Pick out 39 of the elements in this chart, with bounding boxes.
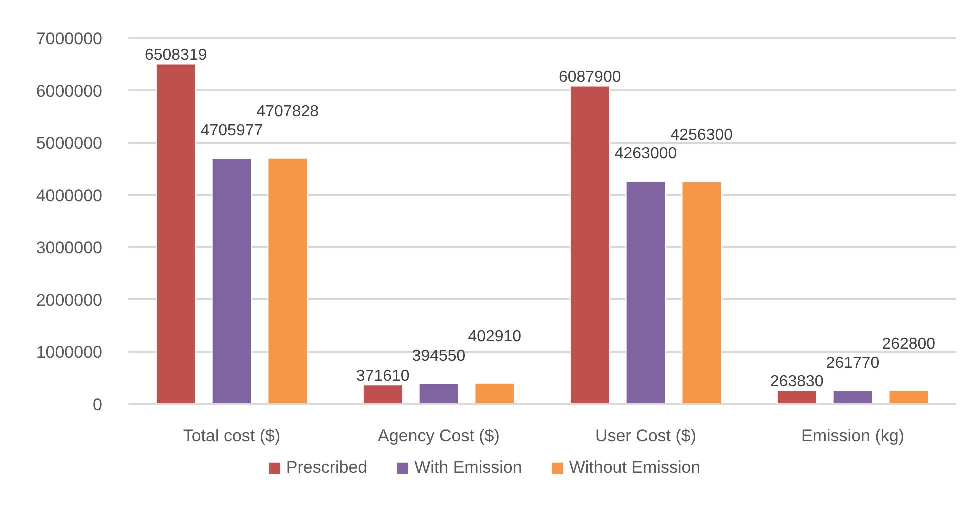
data-label: 261770: [826, 354, 880, 372]
data-label: 263830: [770, 374, 824, 391]
bar: [156, 64, 196, 404]
bar: [776, 390, 818, 404]
bar: [626, 181, 666, 404]
bar: [570, 86, 610, 404]
data-label: 262800: [882, 336, 936, 353]
bar: [418, 383, 460, 404]
y-tick-label: 6000000: [36, 82, 103, 101]
y-tick-label: 1000000: [36, 343, 103, 362]
legend-label: Without Emission: [569, 458, 701, 478]
bar: [474, 382, 516, 404]
bar: [888, 390, 930, 404]
bar: [268, 158, 308, 404]
x-tick-label: Total cost ($): [183, 426, 281, 446]
y-tick-label: 3000000: [36, 238, 103, 258]
bar: [832, 390, 874, 404]
y-tick-label: 2000000: [36, 290, 103, 310]
y-tick-label: 4000000: [36, 186, 103, 206]
data-label: 4256300: [670, 126, 734, 144]
data-label: 4705977: [200, 122, 264, 140]
bar: [212, 158, 252, 404]
data-label: 371610: [356, 368, 410, 386]
legend-label: Prescribed: [286, 458, 368, 478]
y-tick-label: 7000000: [36, 30, 103, 48]
data-label: 6087900: [558, 69, 622, 86]
bar: [362, 384, 404, 404]
data-label: 6508319: [144, 47, 208, 64]
x-tick-label: Agency Cost ($): [378, 426, 500, 446]
data-label: 402910: [468, 328, 522, 346]
bar: [682, 181, 722, 404]
x-tick-label: Emission (kg): [802, 426, 904, 446]
y-tick-label: 0: [93, 396, 103, 414]
y-tick-label: 5000000: [36, 134, 103, 154]
data-label: 4263000: [614, 146, 678, 163]
data-label: 394550: [412, 348, 466, 365]
legend-label: With Emission: [414, 458, 522, 478]
x-tick-label: User Cost ($): [595, 426, 697, 446]
data-label: 4707828: [256, 103, 320, 120]
